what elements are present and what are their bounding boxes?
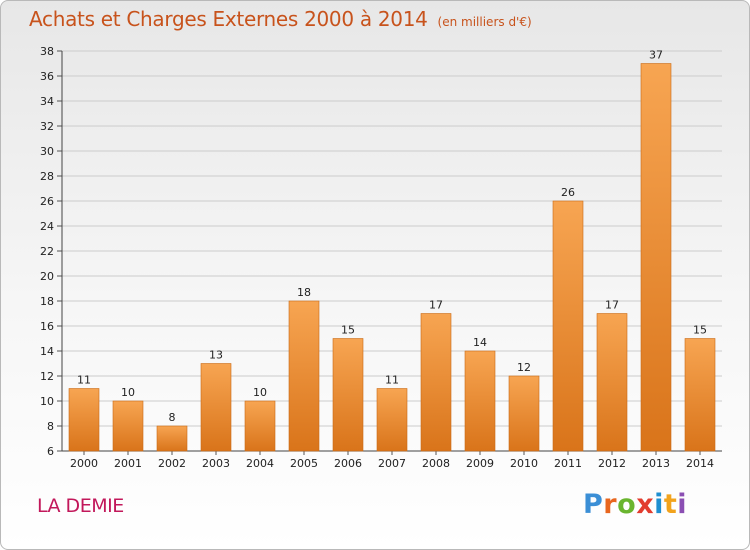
y-tick-label: 32 [40, 120, 54, 133]
bar-2005 [288, 300, 320, 452]
data-label: 11 [385, 374, 399, 387]
bar-2004 [244, 400, 276, 452]
bars [68, 63, 716, 452]
bar-2007 [376, 388, 408, 452]
chart-title-text: Achats et Charges Externes 2000 à 2014 [29, 7, 428, 31]
x-tick-label: 2000 [70, 457, 98, 470]
data-label: 10 [121, 386, 135, 399]
x-tick-label: 2014 [686, 457, 714, 470]
data-label: 8 [169, 411, 176, 424]
y-tick-label: 10 [40, 395, 54, 408]
x-tick-label: 2011 [554, 457, 582, 470]
bar-2009 [464, 350, 496, 452]
x-tick-label: 2012 [598, 457, 626, 470]
y-tick-label: 8 [47, 420, 54, 433]
bar-2011 [552, 200, 584, 452]
y-tick-label: 28 [40, 170, 54, 183]
data-label: 14 [473, 336, 487, 349]
bar-2003 [200, 363, 232, 452]
data-label: 12 [517, 361, 531, 374]
x-tick-label: 2008 [422, 457, 450, 470]
x-tick-label: 2009 [466, 457, 494, 470]
chart-title: Achats et Charges Externes 2000 à 2014 (e… [29, 7, 532, 31]
bar-2008 [420, 313, 452, 452]
bar-2002 [156, 425, 188, 452]
data-label: 26 [561, 186, 575, 199]
bar-2012 [596, 313, 628, 452]
bar-2001 [112, 400, 144, 452]
data-label: 13 [209, 349, 223, 362]
data-labels: 11 10 8 13 10 18 15 11 17 14 12 26 17 37 15 [77, 49, 707, 425]
y-tick-label: 6 [47, 445, 54, 458]
proxiti-logo: Proxiti [583, 489, 687, 520]
bar-2006 [332, 338, 364, 452]
x-tick-label: 2002 [158, 457, 186, 470]
bar-2013 [640, 63, 672, 452]
y-tick-label: 26 [40, 195, 54, 208]
x-tick-label: 2005 [290, 457, 318, 470]
chart-subtitle: (en milliers d'€) [437, 15, 532, 29]
bar-2014 [684, 338, 716, 452]
data-label: 37 [649, 49, 663, 62]
data-label: 15 [693, 324, 707, 337]
y-tick-label: 14 [40, 345, 54, 358]
logo-letter: t [663, 489, 678, 520]
y-tick-label: 34 [40, 95, 54, 108]
y-tick-label: 38 [40, 45, 54, 58]
bar-2010 [508, 375, 540, 452]
data-label: 10 [253, 386, 267, 399]
data-label: 11 [77, 374, 91, 387]
y-tick-label: 30 [40, 145, 54, 158]
x-tick-label: 2007 [378, 457, 406, 470]
y-tick-label: 12 [40, 370, 54, 383]
axes: 6 8 10 12 14 16 18 20 22 24 26 28 30 32 34 36 38 2000 2001… [40, 45, 722, 470]
y-tick-label: 18 [40, 295, 54, 308]
data-label: 18 [297, 286, 311, 299]
y-tick-label: 20 [40, 270, 54, 283]
logo-letter: r [603, 489, 618, 520]
y-tick-label: 36 [40, 70, 54, 83]
y-tick-label: 22 [40, 245, 54, 258]
logo-letter: i [677, 489, 688, 520]
logo-letter: P [583, 489, 604, 520]
logo-letter: i [654, 489, 664, 520]
logo-letter: o [617, 489, 637, 520]
y-tick-label: 16 [40, 320, 54, 333]
logo-letter: x [636, 489, 655, 520]
y-tick-label: 24 [40, 220, 54, 233]
data-label: 17 [605, 299, 619, 312]
x-tick-label: 2001 [114, 457, 142, 470]
commune-name: LA DEMIE [37, 495, 124, 517]
x-tick-label: 2003 [202, 457, 230, 470]
x-tick-label: 2013 [642, 457, 670, 470]
x-tick-label: 2006 [334, 457, 362, 470]
x-tick-label: 2004 [246, 457, 274, 470]
data-label: 17 [429, 299, 443, 312]
x-tick-label: 2010 [510, 457, 538, 470]
data-label: 15 [341, 324, 355, 337]
bar-2000 [68, 388, 100, 452]
